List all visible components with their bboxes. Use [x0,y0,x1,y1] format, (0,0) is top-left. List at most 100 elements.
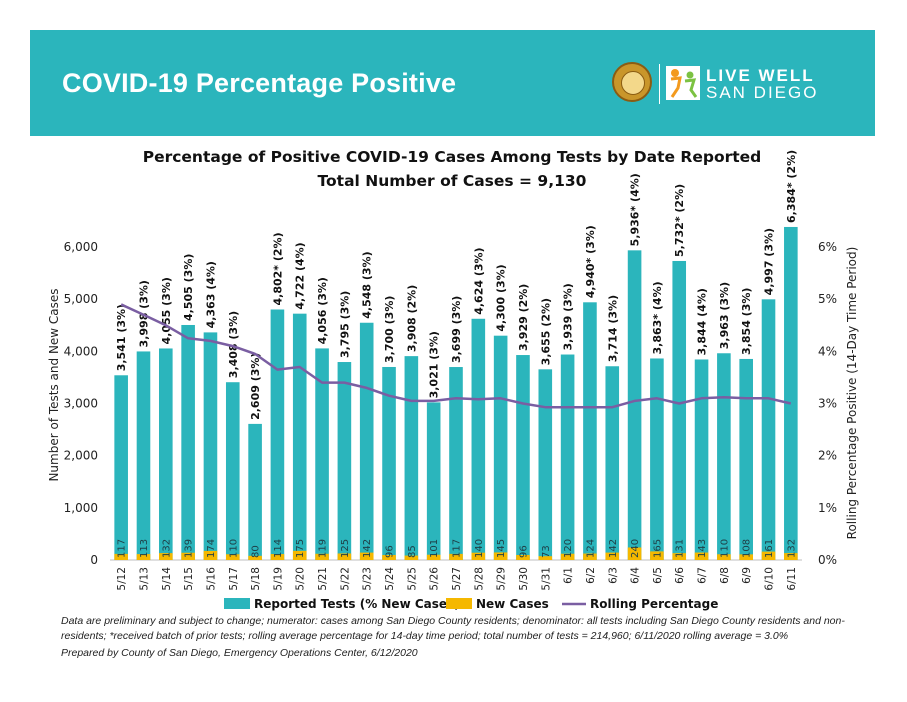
bar-reported-tests [159,348,173,560]
new-cases-data-label: 132 [161,539,172,558]
new-cases-data-label: 110 [228,539,239,558]
x-tick-label: 5/15 [183,567,195,591]
bar-data-label: 3,939 (3%) [562,283,575,350]
bar-new-cases [315,553,329,560]
x-tick-label: 6/2 [585,567,597,584]
x-tick-label: 5/31 [540,567,552,591]
bar-new-cases [538,556,553,560]
bar-reported-tests [203,332,218,560]
new-cases-data-label: 96 [518,545,529,558]
bar-reported-tests [672,260,687,560]
bar-reported-tests [784,226,798,560]
bar-data-label: 3,844 (4%) [696,288,709,355]
bar-new-cases [583,553,597,560]
x-tick-label: 5/21 [317,567,329,591]
bar-reported-tests [627,250,642,560]
y-tick-label: 1,000 [64,501,98,515]
x-tick-label: 5/23 [362,567,374,591]
x-tick-label: 5/27 [451,567,463,591]
y-tick-label: 4,000 [64,344,98,358]
bar-reported-tests [426,402,441,560]
new-cases-data-label: 131 [675,539,686,558]
bar-reported-tests [761,299,776,560]
bar-new-cases [471,552,486,560]
bar-new-cases [739,554,753,560]
bar-new-cases [493,552,508,560]
y2-tick-label: 2% [818,449,837,463]
new-cases-data-label: 120 [563,539,574,558]
x-tick-label: 5/20 [295,567,307,591]
bar-data-label: 3,863* (4%) [651,281,664,354]
y-tick-label: 5,000 [64,292,98,306]
logo-text-line2: SAN DIEGO [706,83,819,102]
bar-reported-tests [694,359,709,560]
new-cases-data-label: 125 [340,539,351,558]
bar-data-label: 4,548 (3%) [361,251,374,318]
bar-data-label: 3,929 (2%) [517,284,530,351]
legend-swatch-new-cases [446,598,472,609]
bar-new-cases [761,551,776,560]
x-tick-label: 5/25 [406,567,418,591]
x-tick-label: 6/11 [786,567,798,591]
bar-data-label: 3,908 (2%) [405,285,418,352]
bar-new-cases [672,553,687,560]
bar-reported-tests [337,362,352,560]
bar-reported-tests [516,355,530,560]
bar-reported-tests [538,369,553,560]
bar-reported-tests [560,354,575,560]
new-cases-data-label: 108 [742,539,753,558]
x-tick-label: 6/8 [719,567,731,584]
footnote-data: Data are preliminary and subject to chan… [61,615,845,642]
new-cases-data-label: 142 [608,539,619,558]
bar-data-label: 4,055 (3%) [160,277,173,344]
bar-new-cases [694,552,709,560]
y-tick-label: 3,000 [64,397,98,411]
x-tick-label: 5/29 [496,567,508,591]
new-cases-data-label: 140 [474,539,485,558]
new-cases-data-label: 119 [318,539,329,558]
x-tick-label: 5/28 [473,567,485,591]
x-tick-label: 5/14 [161,567,173,591]
bar-data-label: 3,700 (3%) [383,296,396,363]
bar-new-cases [136,554,151,560]
bar-data-label: 5,936* (4%) [629,173,642,246]
bar-reported-tests [382,366,396,560]
rolling-percentage-line [120,303,792,409]
bar-new-cases [337,553,352,560]
bar-new-cases [382,554,396,560]
y2-tick-label: 1% [818,501,837,515]
x-tick-label: 5/26 [429,567,441,591]
bar-reported-tests [248,423,262,560]
bar-data-label: 6,384* (2%) [785,150,798,223]
bar-reported-tests [359,322,374,560]
bar-reported-tests [583,302,597,560]
bar-data-label: 4,997 (3%) [763,228,776,295]
logo-text-line1: LIVE WELL [706,66,815,85]
bar-data-label: 3,021 (3%) [428,331,441,398]
new-cases-data-label: 117 [452,539,463,558]
bar-reported-tests [471,318,486,560]
live-well-logo-icon [666,66,700,100]
bar-reported-tests [449,367,463,560]
new-cases-data-label: 110 [719,539,730,558]
new-cases-data-label: 142 [362,539,373,558]
bar-new-cases [650,551,664,560]
bar-new-cases [248,555,262,560]
new-cases-data-label: 161 [764,539,775,558]
bar-reported-tests [739,358,753,560]
new-cases-data-label: 101 [429,539,440,558]
new-cases-data-label: 174 [206,539,217,558]
bar-new-cases [181,552,195,560]
x-tick-label: 5/22 [339,567,351,591]
x-tick-label: 5/13 [138,567,150,591]
bar-data-label: 3,963 (3%) [718,282,731,349]
bar-data-label: 4,056 (3%) [316,277,329,344]
bar-data-label: 4,940* (3%) [584,225,597,298]
bar-new-cases [114,553,128,560]
y2-axis-title: Rolling Percentage Positive (14-Day Time… [845,247,859,540]
x-tick-label: 6/9 [741,567,753,584]
bar-new-cases [560,553,575,560]
bar-reported-tests [493,335,508,560]
new-cases-data-label: 132 [786,539,797,558]
